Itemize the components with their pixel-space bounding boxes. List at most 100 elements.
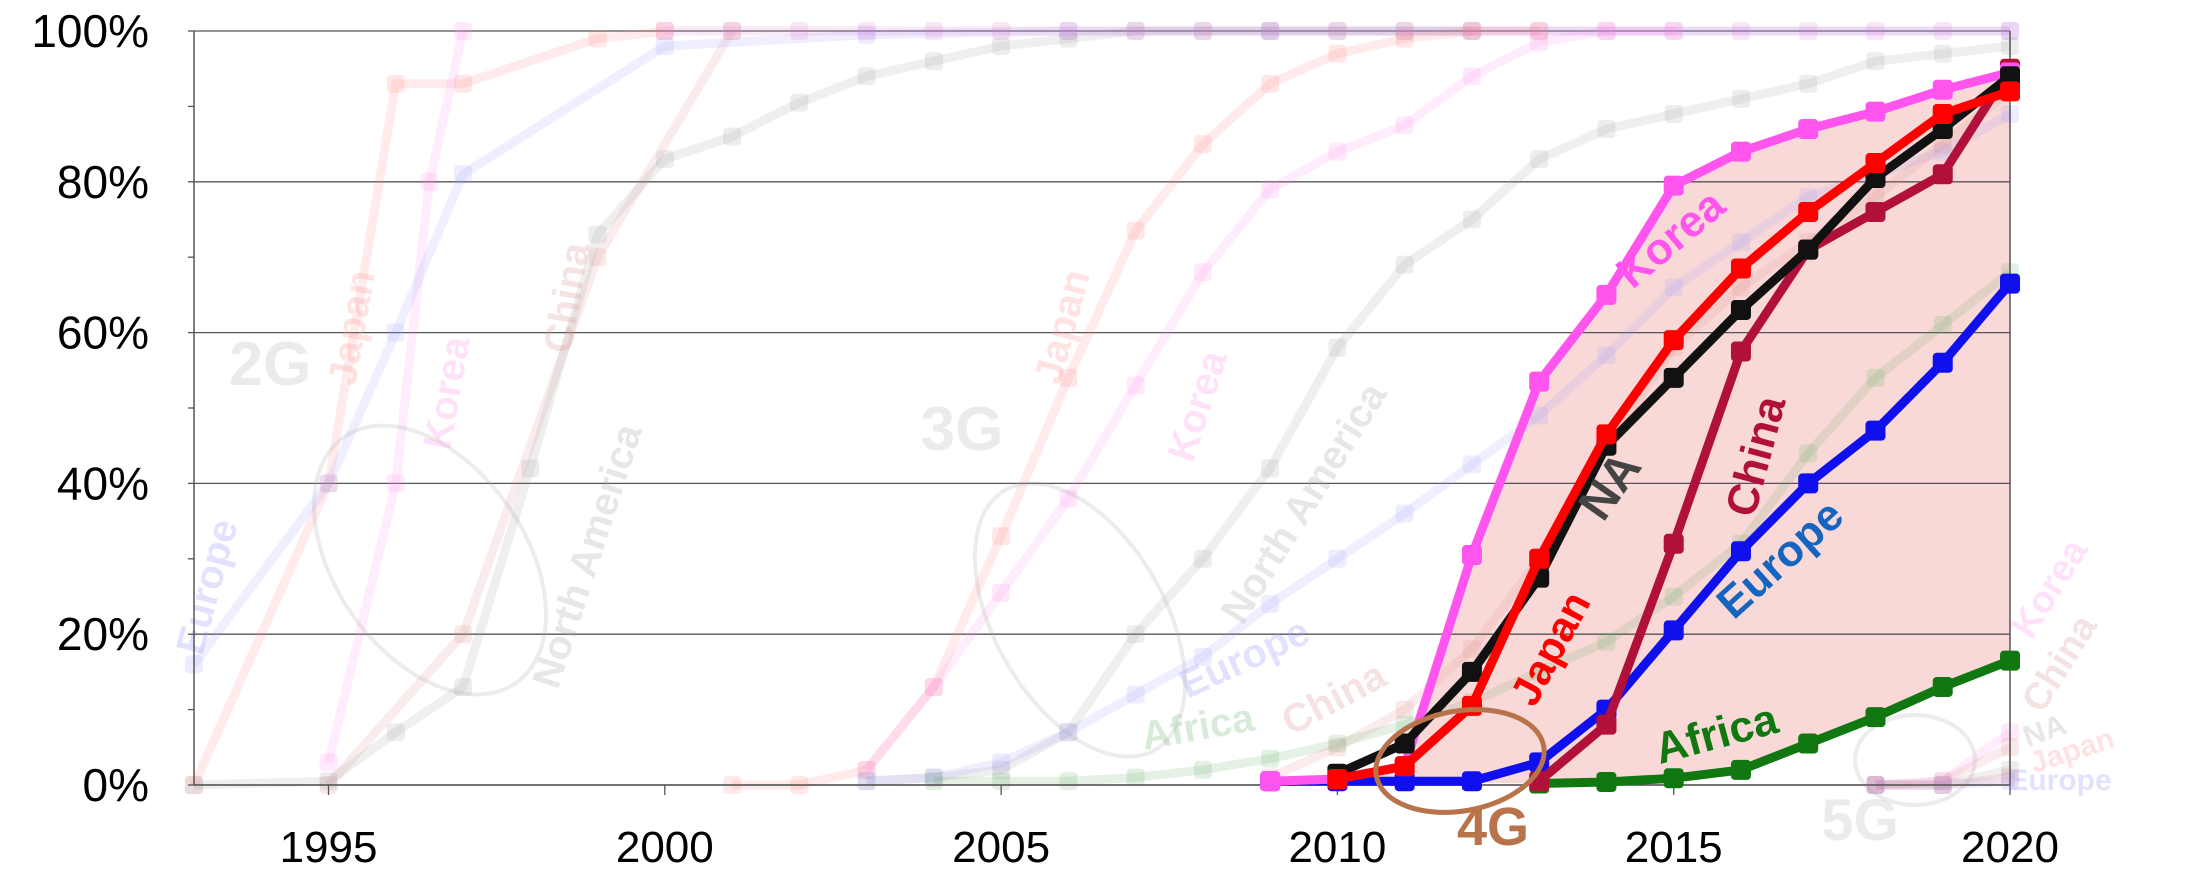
point-3g-japan bbox=[1395, 29, 1414, 48]
point-2g-korea-top bbox=[1261, 22, 1280, 40]
line-5g-korea bbox=[1875, 728, 2013, 790]
point-2g-korea bbox=[386, 474, 405, 493]
point-3g-korea bbox=[1193, 263, 1212, 282]
point-4g-africa bbox=[2000, 650, 2020, 671]
point-2g-north-america bbox=[1126, 22, 1145, 40]
point-3g-africa bbox=[1126, 768, 1145, 787]
point-2g-korea-top bbox=[723, 22, 742, 40]
point-3g-africa bbox=[1799, 444, 1818, 463]
point-3g-japan bbox=[1328, 44, 1347, 63]
point-3g-europe bbox=[857, 772, 876, 791]
y-tick-label: 0% bbox=[83, 759, 149, 811]
point-3g-north-america bbox=[1866, 52, 1885, 71]
point-2g-korea-top bbox=[857, 22, 876, 40]
point-3g-korea bbox=[1328, 142, 1347, 161]
point-3g-europe bbox=[1530, 406, 1549, 425]
point-3g-north-america bbox=[1597, 120, 1616, 139]
line-4g-africa bbox=[1539, 656, 2012, 788]
point-4g-africa bbox=[1932, 676, 1953, 697]
point-2g-europe bbox=[1059, 22, 1078, 40]
highlighted-series-layer bbox=[1260, 58, 2020, 794]
point-3g-europe bbox=[1799, 187, 1818, 206]
point-2g-korea-top bbox=[1530, 22, 1549, 40]
point-2g-north-america bbox=[924, 52, 943, 71]
point-3g-europe bbox=[1664, 278, 1683, 297]
point-2g-korea-top bbox=[1731, 22, 1750, 40]
point-2g-north-america bbox=[857, 67, 876, 86]
point-3g-north-america bbox=[1126, 625, 1145, 644]
point-3g-europe bbox=[1193, 647, 1212, 666]
point-2g-europe bbox=[655, 37, 674, 56]
point-4g-na bbox=[1730, 299, 1751, 320]
point-2g-europe bbox=[857, 25, 876, 44]
point-4g-europe bbox=[1394, 771, 1415, 792]
point-3g-japan bbox=[1462, 22, 1481, 40]
point-2g-north-america bbox=[1395, 22, 1414, 40]
point-3g-korea bbox=[1261, 180, 1280, 199]
point-4g-africa bbox=[1730, 759, 1751, 780]
point-4g-na bbox=[1932, 119, 1953, 140]
point-2g-europe bbox=[319, 474, 338, 493]
point-3g-korea bbox=[1059, 489, 1078, 508]
point-2g-europe bbox=[386, 323, 405, 342]
point-4g-europe bbox=[1461, 771, 1482, 792]
point-4g-africa bbox=[1596, 771, 1617, 792]
point-4g-na bbox=[2000, 66, 2020, 87]
generation-ellipse bbox=[1853, 713, 1977, 807]
point-3g-north-america bbox=[1731, 89, 1750, 108]
point-3g-china bbox=[1462, 640, 1481, 659]
point-3g-north-america bbox=[1530, 150, 1549, 169]
point-3g-africa bbox=[1597, 632, 1616, 651]
point-2g-korea-top bbox=[1395, 22, 1414, 40]
point-2g-north-america bbox=[655, 150, 674, 169]
point-4g-japan bbox=[1461, 695, 1482, 716]
point-2g-korea-top bbox=[790, 22, 809, 40]
point-2g-north-america bbox=[1193, 22, 1212, 40]
point-2g-korea-top bbox=[1126, 22, 1145, 40]
point-4g-korea bbox=[1865, 101, 1886, 122]
band-layer bbox=[1270, 72, 2010, 784]
point-3g-korea bbox=[1395, 116, 1414, 135]
line-2g-china bbox=[325, 28, 736, 788]
point-3g-africa bbox=[1261, 749, 1280, 768]
point-4g-na bbox=[1798, 239, 1819, 260]
tick-labels-layer: 0% 20% 40% 60% 80% 100% 1995 2000 2005 2010 2015 20… bbox=[31, 5, 2059, 872]
point-2g-korea-top bbox=[1799, 22, 1818, 40]
point-3g-korea bbox=[1664, 22, 1683, 40]
point-3g-japan bbox=[857, 760, 876, 779]
point-3g-japan bbox=[992, 527, 1011, 546]
point-4g-china bbox=[1865, 201, 1886, 222]
point-2g-korea-top bbox=[924, 22, 943, 40]
point-4g-korea bbox=[1798, 119, 1819, 140]
point-3g-korea bbox=[1126, 376, 1145, 395]
point-4g-europe bbox=[2000, 273, 2020, 294]
point-4g-japan bbox=[1596, 424, 1617, 445]
line-4g-china bbox=[1536, 66, 2014, 785]
point-3g-north-america bbox=[1059, 723, 1078, 742]
point-4g-japan bbox=[1798, 201, 1819, 222]
point-3g-north-america bbox=[1395, 255, 1414, 274]
point-4g-africa bbox=[1663, 768, 1684, 789]
line-3g-china bbox=[1268, 87, 2013, 782]
point-2g-north-america bbox=[992, 37, 1011, 56]
point-2g-north-america bbox=[588, 225, 607, 244]
point-2g-korea-top bbox=[1933, 22, 1952, 40]
point-2g-korea-top bbox=[1597, 22, 1616, 40]
point-4g-korea bbox=[1461, 545, 1482, 566]
point-3g-korea bbox=[1597, 22, 1616, 40]
point-4g-na bbox=[1461, 661, 1482, 682]
point-2g-korea bbox=[420, 172, 439, 191]
point-2g-korea-top bbox=[1462, 22, 1481, 40]
point-4g-na bbox=[1865, 168, 1886, 189]
point-4g-japan bbox=[1730, 258, 1751, 279]
point-4g-japan bbox=[2000, 81, 2020, 102]
point-4g-japan bbox=[1327, 768, 1348, 789]
point-2g-korea-top bbox=[1866, 22, 1885, 40]
line-3g-europe bbox=[866, 110, 2013, 786]
point-4g-korea bbox=[1730, 141, 1751, 162]
point-3g-africa bbox=[1193, 760, 1212, 779]
point-2g-europe bbox=[1261, 22, 1280, 40]
point-3g-europe bbox=[1395, 504, 1414, 523]
point-3g-africa bbox=[1328, 734, 1347, 753]
point-3g-china bbox=[1866, 187, 1885, 206]
